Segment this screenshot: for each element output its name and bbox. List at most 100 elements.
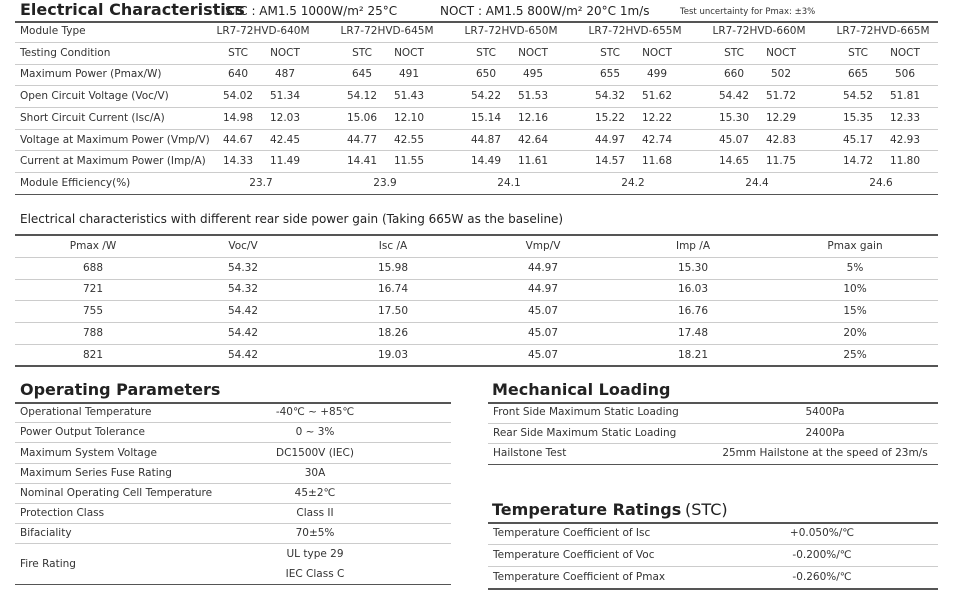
row-label: Hailstone Test	[493, 447, 567, 459]
value: 23.7	[249, 176, 273, 189]
value: 51.43	[393, 89, 425, 102]
stc-condition: STC : AM1.5 1000W/m² 25°C	[225, 4, 398, 18]
value: 54.42	[718, 89, 750, 102]
value: 14.98	[222, 111, 254, 124]
value: 12.22	[641, 111, 673, 124]
value: 44.77	[346, 133, 378, 146]
value: 495	[522, 68, 544, 81]
value: 42.93	[889, 133, 921, 146]
value: 502	[770, 68, 792, 81]
value: 54.32	[227, 261, 259, 274]
row-label: Testing Condition	[20, 46, 111, 59]
title: Electrical Characteristics	[20, 0, 245, 19]
value: 51.81	[889, 89, 921, 102]
value: 44.97	[527, 261, 559, 274]
condition: NOCT	[766, 46, 796, 59]
model-name: LR7-72HVD-645M	[340, 24, 434, 37]
condition: NOCT	[270, 46, 300, 59]
uncertainty-note: Test uncertainty for Pmax: ±3%	[680, 6, 816, 17]
rule	[15, 343, 938, 345]
value: 51.34	[269, 89, 301, 102]
column-header: Imp /A	[675, 239, 711, 252]
value: -40℃ ~ +85℃	[275, 405, 355, 418]
condition: STC	[600, 46, 620, 59]
value: 42.45	[269, 133, 301, 146]
rule	[488, 522, 938, 524]
rule	[15, 422, 451, 424]
value: 30A	[304, 466, 326, 479]
rule	[488, 588, 938, 590]
condition: STC	[228, 46, 248, 59]
condition: NOCT	[890, 46, 920, 59]
condition: STC	[352, 46, 372, 59]
value: 18.21	[677, 348, 709, 361]
value: 54.32	[594, 89, 626, 102]
row-label: Open Circuit Voltage (Voc/V)	[20, 89, 169, 102]
row-label: Power Output Tolerance	[20, 426, 145, 439]
rule	[15, 543, 451, 545]
rule	[15, 402, 451, 404]
value: 2400Pa	[805, 426, 845, 439]
rule	[15, 128, 938, 130]
row-label: Temperature Coefficient of Pmax	[493, 570, 666, 583]
rule	[15, 63, 938, 65]
value: DC1500V (IEC)	[276, 446, 354, 459]
value: 70±5%	[295, 527, 335, 540]
value: 11.80	[889, 154, 921, 167]
value: 54.42	[227, 304, 259, 317]
value: 15%	[843, 304, 867, 317]
value: 11.55	[393, 154, 425, 167]
value: 12.03	[269, 111, 301, 124]
value: 16.74	[377, 283, 409, 296]
noct-condition: NOCT : AM1.5 800W/m² 20°C 1m/s	[440, 4, 650, 18]
value: 24.6	[869, 176, 893, 189]
value: 12.29	[765, 111, 797, 124]
value: 44.67	[222, 133, 254, 146]
rule	[488, 443, 938, 444]
row-label: Temperature Coefficient of Isc	[493, 526, 651, 539]
model-name: LR7-72HVD-665M	[836, 24, 930, 37]
value: 5%	[846, 261, 864, 274]
value: 650	[475, 68, 497, 81]
rule	[15, 321, 938, 323]
value: 655	[599, 68, 621, 81]
condition: NOCT	[518, 46, 548, 59]
row-label: Module Efficiency(%)	[20, 176, 131, 189]
section-title: Temperature Ratings	[492, 500, 682, 519]
value: 506	[894, 68, 916, 81]
value: 14.65	[718, 154, 750, 167]
value: 821	[82, 348, 104, 361]
value: 12.33	[889, 111, 921, 124]
row-label: Protection Class	[20, 506, 105, 519]
value: +0.050%/℃	[789, 526, 855, 539]
model-name: LR7-72HVD-655M	[588, 24, 682, 37]
value: 45.07	[527, 348, 559, 361]
rule	[15, 193, 938, 196]
value: 499	[646, 68, 668, 81]
value: 11.75	[765, 154, 797, 167]
rule	[15, 300, 938, 302]
column-header: Vmp/V	[525, 239, 561, 252]
value: 25mm Hailstone at the speed of 23m/s	[722, 447, 928, 459]
value: 45.17	[842, 133, 874, 146]
value: 51.62	[641, 89, 673, 102]
value: 19.03	[377, 348, 409, 361]
value: 54.52	[842, 89, 874, 102]
value: 15.22	[594, 111, 626, 124]
value: 14.49	[470, 154, 502, 167]
row-label: Front Side Maximum Static Loading	[493, 406, 679, 418]
value: 15.98	[377, 261, 409, 274]
value: 54.12	[346, 89, 378, 102]
column-header: Isc /A	[378, 239, 408, 252]
rule	[488, 544, 938, 545]
value: 54.42	[227, 326, 259, 339]
value: 45.07	[718, 133, 750, 146]
model-name: LR7-72HVD-640M	[216, 24, 310, 37]
rule	[15, 150, 938, 152]
value: 54.22	[470, 89, 502, 102]
rule	[488, 402, 938, 404]
condition: NOCT	[394, 46, 424, 59]
row-label: Temperature Coefficient of Voc	[493, 548, 655, 561]
value: 15.35	[842, 111, 874, 124]
rule	[488, 463, 938, 465]
